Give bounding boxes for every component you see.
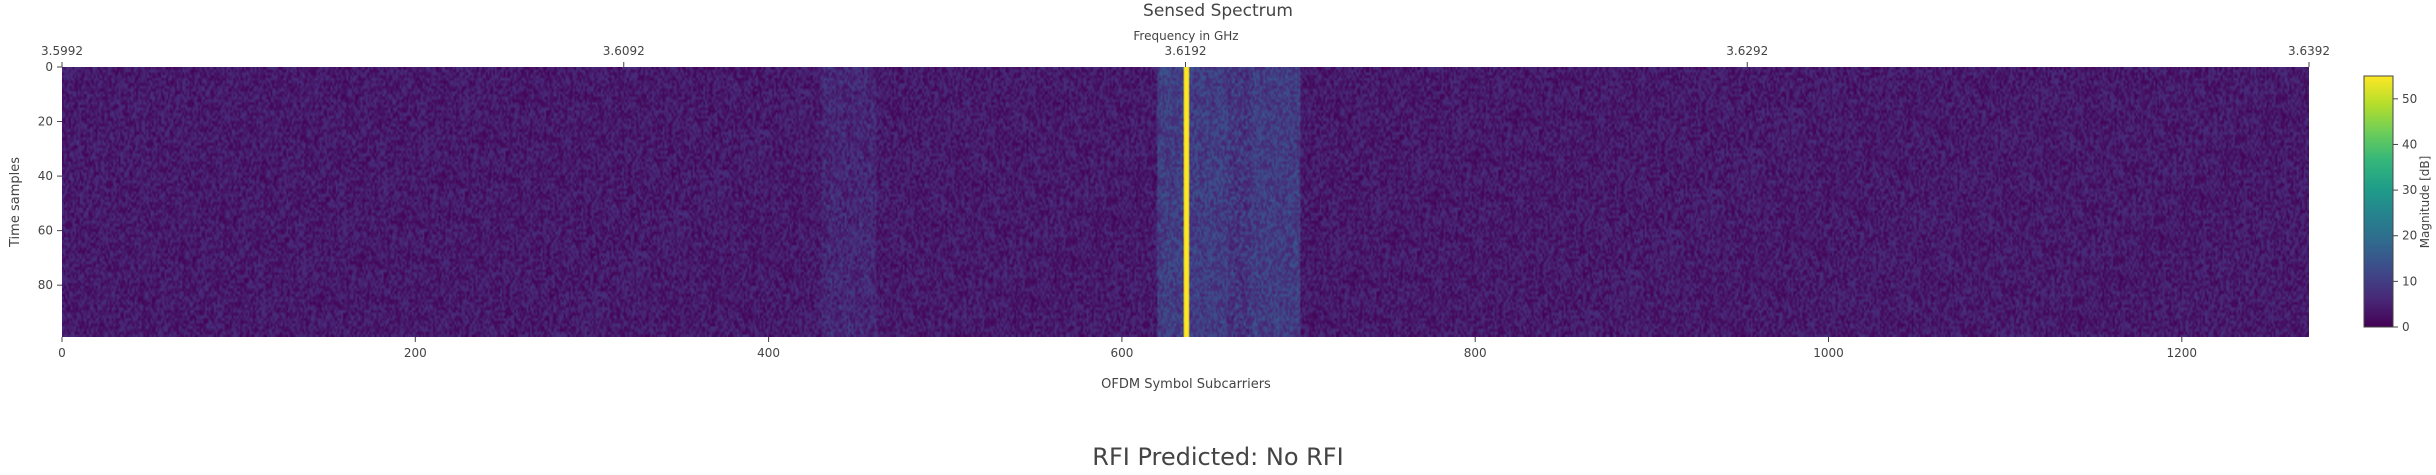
- cb-tick-label-3: 30: [2402, 183, 2417, 197]
- cb-tick-label-0: 0: [2402, 320, 2410, 334]
- top-tick-label-1: 3.6092: [603, 44, 645, 58]
- top-axis-ticks: 3.5992 3.6092 3.6192 3.6292 3.6392: [41, 44, 2330, 67]
- y-tick-label-0: 0: [45, 60, 53, 74]
- x-tick-label-1: 200: [404, 346, 427, 360]
- x-tick-label-6: 1200: [2167, 346, 2198, 360]
- y-tick-label-3: 60: [38, 224, 53, 238]
- left-axis-ticks: 0 20 40 60 80: [38, 60, 62, 292]
- top-axis-title: Frequency in GHz: [1133, 29, 1238, 43]
- colorbar-ticks: 0 10 20 30 40 50: [2393, 92, 2417, 334]
- heatmap[interactable]: [62, 67, 2309, 337]
- cb-tick-label-4: 40: [2402, 137, 2417, 151]
- x-tick-label-3: 600: [1110, 346, 1133, 360]
- top-tick-label-3: 3.6292: [1726, 44, 1768, 58]
- x-tick-label-0: 0: [58, 346, 66, 360]
- cb-tick-label-5: 50: [2402, 92, 2417, 106]
- x-tick-label-2: 400: [757, 346, 780, 360]
- y-axis-title: Time samples: [8, 157, 23, 248]
- y-tick-label-2: 40: [38, 169, 53, 183]
- x-tick-label-5: 1000: [1813, 346, 1844, 360]
- bottom-axis-ticks: 0 200 400 600 800 1000 1200: [58, 337, 2197, 360]
- chart-title: Sensed Spectrum: [1143, 1, 1293, 21]
- y-tick-label-4: 80: [38, 278, 53, 292]
- y-tick-label-1: 20: [38, 115, 53, 129]
- top-tick-label-4: 3.6392: [2288, 44, 2330, 58]
- top-tick-label-0: 3.5992: [41, 44, 83, 58]
- rfi-prediction: RFI Predicted: No RFI: [1092, 443, 1344, 471]
- colorbar-title: Magnitude [dB]: [2418, 156, 2432, 249]
- top-tick-label-2: 3.6192: [1165, 44, 1207, 58]
- x-tick-label-4: 800: [1464, 346, 1487, 360]
- spectrum-chart: Sensed Spectrum Frequency in GHz 3.5992 3…: [8, 1, 2432, 392]
- cb-tick-label-2: 20: [2402, 229, 2417, 243]
- x-axis-title: OFDM Symbol Subcarriers: [1101, 377, 1271, 392]
- cb-tick-label-1: 10: [2402, 274, 2417, 288]
- colorbar: [2363, 75, 2394, 328]
